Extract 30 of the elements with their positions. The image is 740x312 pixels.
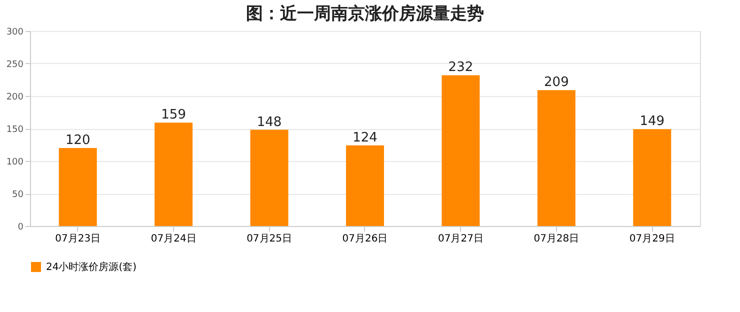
y-tick-label: 150 — [6, 125, 24, 135]
chart-title: 图：近一周南京涨价房源量走势 — [246, 4, 484, 24]
y-tick-label: 0 — [18, 222, 24, 232]
data-label: 159 — [161, 108, 186, 123]
bar — [442, 75, 480, 226]
data-label: 124 — [352, 130, 378, 146]
y-tick-label: 50 — [12, 190, 24, 200]
data-label: 232 — [448, 60, 474, 76]
x-tick-label: 07月23日 — [55, 234, 101, 244]
bar — [154, 122, 193, 226]
y-tick-label: 200 — [6, 92, 24, 102]
legend-label: 24小时涨价房源(套) — [46, 261, 137, 273]
data-label: 149 — [640, 114, 665, 130]
x-tick-label: 07月27日 — [438, 234, 484, 244]
bar — [346, 145, 384, 226]
bar — [633, 129, 672, 226]
y-tick-label: 100 — [6, 158, 24, 168]
y-tick-label: 250 — [6, 60, 24, 70]
y-tick-label: 300 — [6, 28, 24, 38]
bar — [537, 90, 576, 226]
x-tick-label: 07月26日 — [342, 234, 388, 244]
data-label: 148 — [256, 114, 282, 130]
bar — [58, 148, 97, 226]
x-tick-label: 07月25日 — [246, 234, 292, 244]
data-label: 120 — [65, 133, 90, 148]
x-tick-label: 07月29日 — [629, 234, 675, 244]
bar — [250, 130, 288, 226]
x-tick-label: 07月24日 — [150, 234, 196, 244]
x-tick-label: 07月28日 — [534, 234, 580, 244]
data-label: 209 — [544, 75, 569, 90]
